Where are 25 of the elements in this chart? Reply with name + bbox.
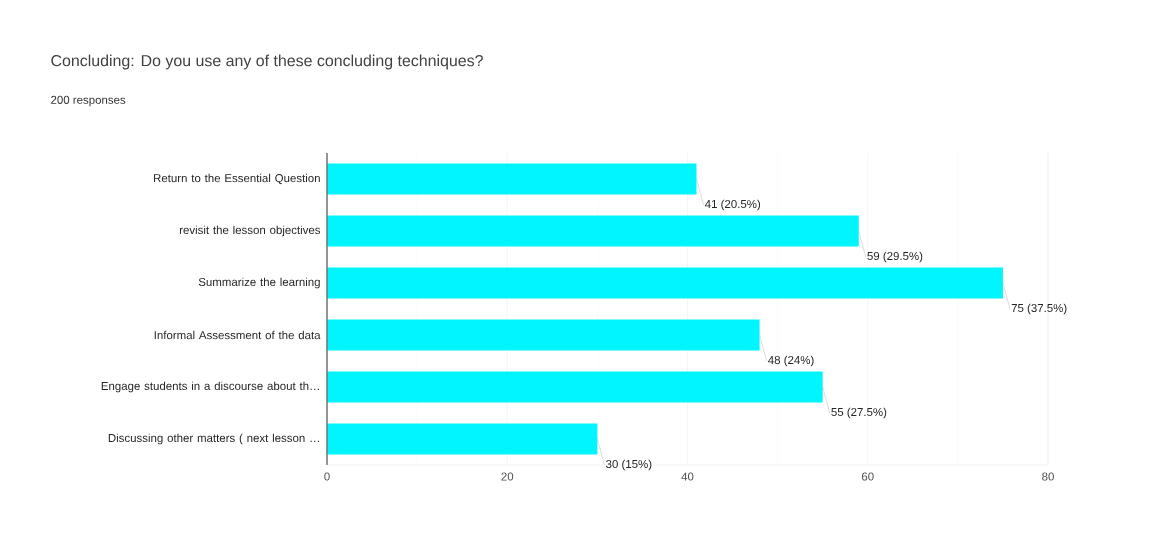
text: 200 responses — [51, 95, 126, 107]
y-tick-label: Summarize the learning — [198, 277, 320, 289]
y-tick-label: Engage students in a discourse about th… — [101, 381, 319, 393]
data-label: 41 (20.5%) — [704, 199, 761, 211]
data-label: 59 (29.5%) — [867, 251, 923, 263]
bar — [327, 371, 823, 403]
bar — [327, 319, 760, 351]
data-label: 75 (37.5%) — [1011, 303, 1067, 315]
data-label: 48 (24%) — [768, 355, 814, 367]
chart-title: Concluding: Do you use any of these concluding techniques? — [51, 54, 483, 70]
y-tick-label: Informal Assessment of the data — [154, 330, 321, 340]
x-tick-label: 40 — [681, 472, 694, 481]
bar — [327, 267, 1003, 299]
x-tick-label: 20 — [501, 472, 514, 481]
bar — [327, 423, 598, 455]
x-tick-label: 60 — [861, 472, 874, 481]
x-tick-label: 0 — [324, 472, 330, 481]
x-tick-label: 80 — [1042, 472, 1054, 481]
bar — [327, 215, 859, 247]
y-tick-label: Return to the Essential Question — [154, 173, 320, 185]
y-tick-label: revisit the lesson objectives — [179, 225, 321, 237]
y-tick-label: Discussing other matters ( next lesson … — [108, 433, 319, 445]
data-label: 30 (15%) — [606, 459, 652, 471]
data-label: 55 (27.5%) — [831, 407, 887, 419]
bar — [327, 163, 697, 195]
